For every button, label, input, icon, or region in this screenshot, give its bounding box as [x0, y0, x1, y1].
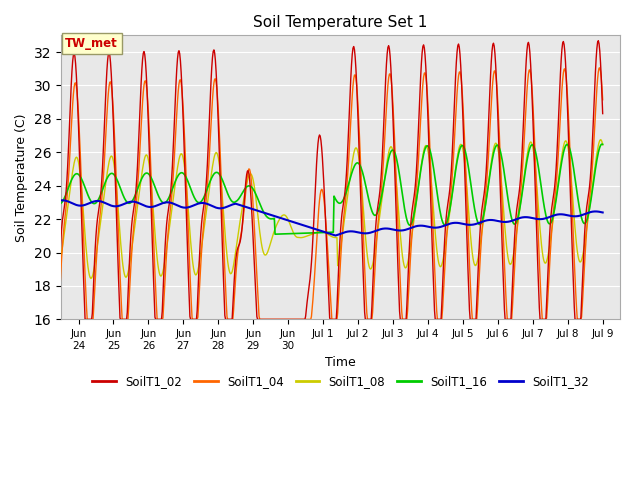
Title: Soil Temperature Set 1: Soil Temperature Set 1: [253, 15, 428, 30]
Legend: SoilT1_02, SoilT1_04, SoilT1_08, SoilT1_16, SoilT1_32: SoilT1_02, SoilT1_04, SoilT1_08, SoilT1_…: [88, 371, 593, 393]
Text: TW_met: TW_met: [65, 37, 118, 50]
X-axis label: Time: Time: [325, 356, 356, 369]
Y-axis label: Soil Temperature (C): Soil Temperature (C): [15, 113, 28, 241]
